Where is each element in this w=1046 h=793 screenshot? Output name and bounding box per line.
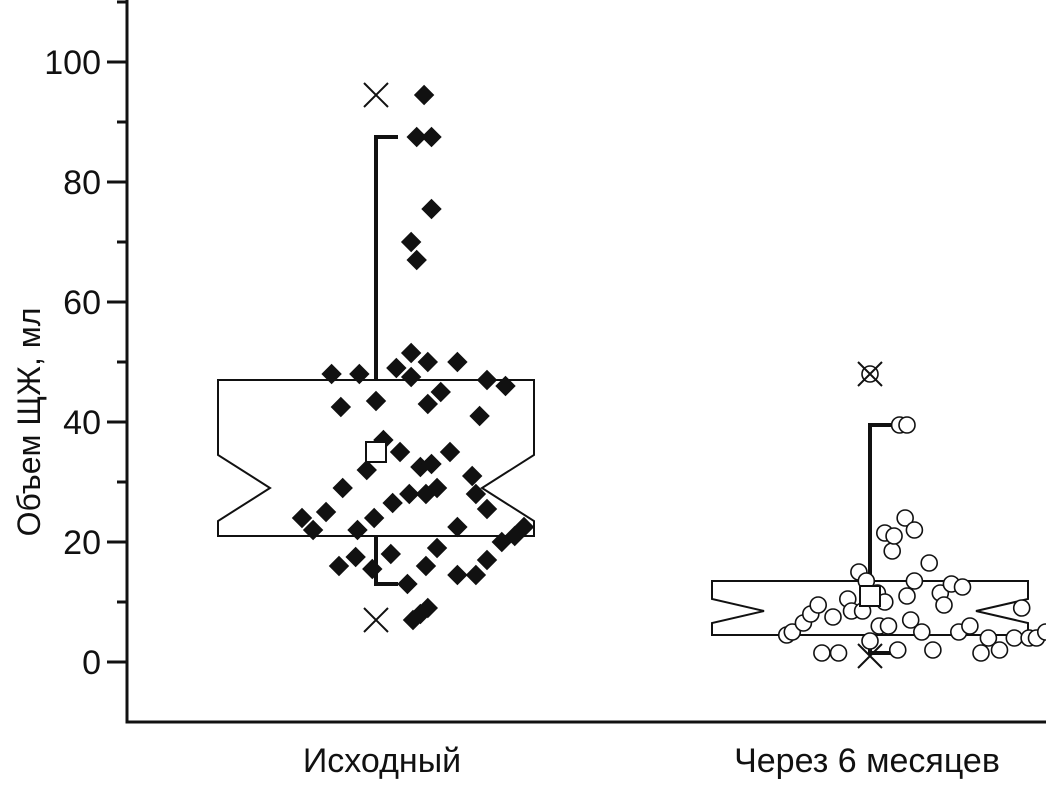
- y-tick-label: 20: [63, 524, 101, 562]
- y-ticks: 0 20 40 60 80 100: [44, 0, 127, 682]
- mean-marker: [859, 585, 881, 607]
- data-point-diamond: [421, 453, 442, 475]
- data-point-diamond: [362, 558, 383, 580]
- data-point-diamond: [426, 537, 448, 559]
- data-point-circle: [829, 644, 848, 662]
- data-point-diamond: [469, 405, 490, 427]
- data-point-diamond: [399, 483, 420, 505]
- data-point-diamond: [465, 483, 487, 505]
- data-point-diamond: [413, 84, 435, 106]
- data-point-diamond: [356, 459, 377, 481]
- y-axis-title: Объем ЩЖ, мл: [11, 308, 47, 537]
- data-point-circle: [861, 632, 879, 650]
- data-point-diamond: [400, 231, 422, 253]
- y-tick-label: 60: [63, 284, 101, 322]
- data-point-circle: [924, 641, 942, 659]
- data-point-diamond: [330, 396, 352, 418]
- data-point-circle: [1005, 629, 1024, 647]
- data-point-diamond: [380, 543, 402, 565]
- data-point-diamond: [291, 507, 313, 529]
- data-point-circle: [990, 641, 1009, 659]
- data-point-circle: [813, 644, 831, 662]
- boxes-layer: [217, 135, 1029, 655]
- data-point-diamond: [417, 597, 439, 619]
- data-point-diamond: [400, 342, 422, 364]
- data-point-circle: [898, 587, 916, 605]
- y-tick-label: 80: [63, 164, 101, 202]
- data-point-diamond: [400, 366, 422, 388]
- data-point-diamond: [345, 546, 366, 568]
- data-point-diamond: [439, 441, 461, 463]
- extreme-marker: [857, 643, 883, 669]
- data-point-circle: [920, 554, 939, 572]
- data-point-circle: [901, 611, 920, 629]
- data-point-diamond: [363, 507, 385, 529]
- data-point-circle: [905, 521, 924, 539]
- data-point-diamond: [447, 564, 468, 586]
- data-point-diamond: [406, 249, 427, 271]
- data-point-diamond: [347, 519, 368, 541]
- data-point-circle: [888, 641, 907, 659]
- data-point-circle: [879, 617, 898, 635]
- y-tick-label: 40: [63, 404, 101, 442]
- data-point-diamond: [389, 441, 411, 463]
- data-point-circle: [979, 629, 998, 647]
- data-point-diamond: [421, 198, 442, 220]
- data-point-diamond: [349, 363, 370, 385]
- data-point-circle: [809, 596, 828, 614]
- data-point-circle: [1036, 623, 1046, 641]
- category-labels: Исходный Через 6 месяцев: [303, 742, 1000, 780]
- data-point-diamond: [415, 555, 437, 577]
- data-point-diamond: [328, 555, 350, 577]
- data-point-diamond: [315, 501, 337, 523]
- data-point-diamond: [476, 498, 498, 520]
- data-point-circle: [972, 644, 990, 662]
- data-point-circle: [935, 596, 953, 614]
- data-point-diamond: [417, 351, 439, 373]
- data-point-diamond: [332, 477, 353, 499]
- data-point-circle: [824, 608, 842, 626]
- data-point-diamond: [447, 516, 468, 538]
- data-point-circle: [912, 623, 931, 641]
- extreme-marker: [857, 361, 883, 387]
- data-point-circle: [898, 416, 916, 434]
- data-point-circle: [896, 509, 914, 527]
- data-point-diamond: [426, 477, 448, 499]
- data-point-diamond: [406, 126, 427, 148]
- data-point-diamond: [476, 369, 498, 391]
- data-point-diamond: [321, 363, 342, 385]
- data-point-diamond: [302, 519, 324, 541]
- data-point-diamond: [513, 516, 535, 538]
- data-point-diamond: [495, 375, 516, 397]
- data-point-diamond: [476, 549, 498, 571]
- y-tick-label: 0: [82, 644, 101, 682]
- y-tick-label: 100: [44, 44, 101, 82]
- data-point-circle: [905, 572, 924, 590]
- data-point-diamond: [397, 573, 418, 595]
- extreme-marker: [363, 607, 389, 633]
- data-point-diamond: [447, 351, 468, 373]
- data-point-diamond: [386, 357, 407, 379]
- extreme-marker: [363, 82, 389, 108]
- data-point-circle: [961, 617, 979, 635]
- mean-marker: [365, 441, 387, 463]
- data-point-diamond: [382, 492, 403, 514]
- x-category-label: Через 6 месяцев: [734, 742, 1000, 780]
- data-point-circle: [1012, 599, 1031, 617]
- data-point-circle: [885, 527, 903, 545]
- points-layer: [291, 82, 1046, 669]
- data-point-diamond: [461, 465, 483, 487]
- x-category-label: Исходный: [303, 742, 461, 780]
- data-point-circle: [883, 542, 902, 560]
- data-point-circle: [953, 578, 972, 596]
- data-point-diamond: [430, 381, 451, 403]
- data-point-diamond: [465, 564, 487, 586]
- data-point-diamond: [421, 126, 442, 148]
- data-point-diamond: [365, 390, 387, 412]
- data-point-diamond: [417, 393, 439, 415]
